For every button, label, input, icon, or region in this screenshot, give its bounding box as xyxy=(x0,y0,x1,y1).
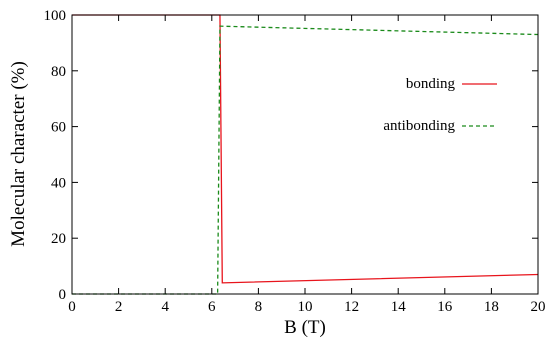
legend-label-bonding: bonding xyxy=(406,76,456,92)
x-tick-label: 8 xyxy=(255,299,263,315)
y-axis-title: Molecular character (%) xyxy=(8,61,29,247)
y-tick-label: 60 xyxy=(51,120,66,136)
x-tick-label: 18 xyxy=(484,299,499,315)
x-tick-label: 14 xyxy=(391,299,407,315)
x-tick-label: 4 xyxy=(161,299,169,315)
x-tick-label: 12 xyxy=(344,299,359,315)
x-tick-label: 16 xyxy=(437,299,453,315)
x-tick-label: 10 xyxy=(298,299,313,315)
y-tick-label: 100 xyxy=(44,8,67,24)
series-line-antibonding xyxy=(72,26,538,294)
x-tick-label: 20 xyxy=(531,299,546,315)
x-tick-label: 0 xyxy=(68,299,76,315)
y-tick-label: 20 xyxy=(51,231,66,247)
legend: bonding antibonding xyxy=(383,76,497,134)
y-tick-label: 40 xyxy=(51,175,66,191)
plot-lines xyxy=(72,15,538,294)
y-tick-label: 80 xyxy=(51,64,66,80)
plot-frame xyxy=(72,15,538,294)
x-tick-label: 2 xyxy=(115,299,123,315)
x-axis-ticks: 0 2 4 6 8 10 12 14 16 18 20 xyxy=(68,15,545,315)
x-axis-title: B (T) xyxy=(284,317,326,338)
y-tick-label: 0 xyxy=(59,287,67,303)
x-tick-label: 6 xyxy=(208,299,216,315)
series-line-bonding xyxy=(72,15,538,283)
y-axis-ticks: 0 20 40 60 80 100 xyxy=(44,8,539,303)
legend-label-antibonding: antibonding xyxy=(383,118,455,134)
